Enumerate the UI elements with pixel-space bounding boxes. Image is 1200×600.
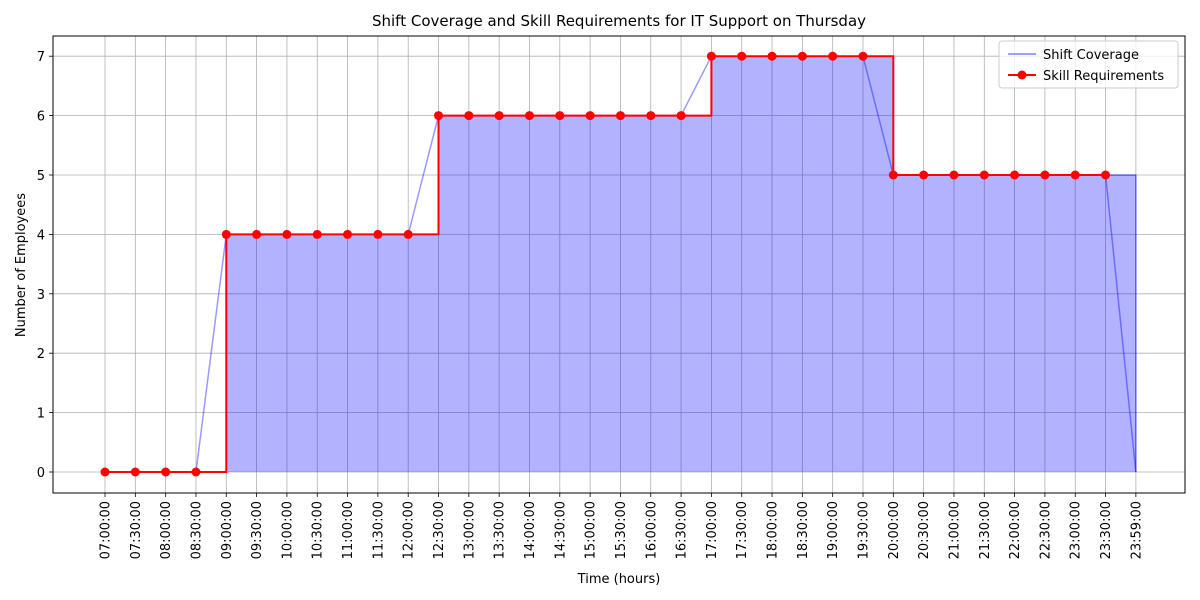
- skill-requirements-point: [161, 467, 171, 477]
- axes: [49, 35, 1186, 497]
- x-tick-label: 20:30:00: [917, 501, 932, 559]
- skill-requirements-point: [585, 111, 595, 121]
- skill-requirements-point: [858, 51, 868, 61]
- x-tick-label: 08:30:00: [189, 501, 204, 559]
- x-tick-labels: 07:00:00 07:30:00 08:00:00 08:30:00 09:00:00…: [99, 501, 1145, 559]
- skill-requirements-point: [979, 170, 989, 180]
- skill-requirements-point: [555, 111, 565, 121]
- x-tick-label: 22:30:00: [1038, 501, 1053, 559]
- x-tick-label: 10:30:00: [311, 501, 326, 559]
- skill-requirements-point: [1040, 170, 1050, 180]
- skill-requirements-point: [494, 111, 504, 121]
- x-tick-label: 17:00:00: [705, 501, 720, 559]
- skill-requirements-point: [1010, 170, 1020, 180]
- skill-requirements-point: [252, 229, 262, 239]
- skill-requirements-point: [919, 170, 929, 180]
- skill-requirements-line: [105, 55, 1106, 473]
- x-tick-label: 18:00:00: [766, 501, 781, 559]
- skill-requirements-point: [524, 111, 534, 121]
- x-tick-label: 14:30:00: [553, 501, 568, 559]
- y-tick-label: 2: [37, 347, 45, 362]
- x-tick-label: 19:00:00: [826, 501, 841, 559]
- skill-requirements-point: [464, 111, 474, 121]
- chart-title: Shift Coverage and Skill Requirements fo…: [372, 12, 866, 30]
- skill-requirements-point: [676, 111, 686, 121]
- skill-requirements-point: [221, 229, 231, 239]
- skill-requirements-point: [949, 170, 959, 180]
- x-tick-label: 21:00:00: [947, 501, 962, 559]
- x-tick-label: 16:00:00: [644, 501, 659, 559]
- y-tick-label: 7: [37, 50, 45, 65]
- y-tick-label: 0: [37, 466, 45, 481]
- x-tick-label: 10:00:00: [280, 501, 295, 559]
- y-tick-label: 1: [37, 407, 45, 422]
- x-tick-label: 16:30:00: [675, 501, 690, 559]
- skill-requirements-point: [434, 111, 444, 121]
- skill-requirements-point: [1070, 170, 1080, 180]
- x-tick-label: 15:00:00: [584, 501, 599, 559]
- x-tick-label: 13:00:00: [462, 501, 477, 559]
- x-tick-label: 18:30:00: [796, 501, 811, 559]
- skill-requirements-point: [191, 467, 201, 477]
- x-tick-label: 23:59:00: [1129, 501, 1144, 559]
- x-tick-label: 21:30:00: [978, 501, 993, 559]
- x-tick-label: 09:00:00: [220, 501, 235, 559]
- x-tick-label: 20:00:00: [887, 501, 902, 559]
- skill-requirements-point: [403, 229, 413, 239]
- legend-marker-skill-requirements: [1017, 70, 1027, 80]
- x-tick-label: 09:30:00: [250, 501, 265, 559]
- legend-label-shift-coverage: Shift Coverage: [1043, 48, 1139, 63]
- x-tick-label: 23:30:00: [1099, 501, 1114, 559]
- skill-requirements-point: [797, 51, 807, 61]
- skill-requirements-point: [282, 229, 292, 239]
- x-tick-label: 07:00:00: [99, 501, 114, 559]
- skill-requirements-point: [646, 111, 656, 121]
- plot-frame: [52, 35, 1186, 494]
- skill-requirements-point: [706, 51, 716, 61]
- skill-requirements-point: [100, 467, 110, 477]
- y-tick-label: 4: [37, 228, 45, 243]
- x-tick-label: 19:30:00: [857, 501, 872, 559]
- x-tick-label: 14:00:00: [523, 501, 538, 559]
- skill-requirements-point: [130, 467, 140, 477]
- x-tick-label: 17:30:00: [735, 501, 750, 559]
- skill-requirements-point: [343, 229, 353, 239]
- x-tick-label: 13:30:00: [493, 501, 508, 559]
- x-tick-label: 12:00:00: [402, 501, 417, 559]
- x-tick-label: 12:30:00: [432, 501, 447, 559]
- legend-label-skill-requirements: Skill Requirements: [1043, 69, 1164, 84]
- y-tick-label: 3: [37, 288, 45, 303]
- y-tick-label: 5: [37, 169, 45, 184]
- skill-requirements-point: [888, 170, 898, 180]
- skill-requirements-point: [1101, 170, 1111, 180]
- legend: Shift Coverage Skill Requirements: [998, 40, 1179, 89]
- legend-box: [998, 40, 1179, 89]
- x-tick-label: 08:00:00: [159, 501, 174, 559]
- skill-requirements-point: [828, 51, 838, 61]
- x-tick-label: 22:00:00: [1008, 501, 1023, 559]
- requirement-line-layer: [100, 51, 1111, 477]
- y-tick-label: 6: [37, 110, 45, 125]
- skill-requirements-point: [737, 51, 747, 61]
- skill-requirements-point: [767, 51, 777, 61]
- skill-requirements-point: [373, 229, 383, 239]
- x-tick-label: 07:30:00: [129, 501, 144, 559]
- x-tick-label: 23:00:00: [1069, 501, 1084, 559]
- y-axis-title: Number of Employees: [14, 193, 29, 337]
- x-tick-label: 11:30:00: [371, 501, 386, 559]
- skill-requirements-point: [615, 111, 625, 121]
- x-tick-label: 15:30:00: [614, 501, 629, 559]
- shift-coverage-area: [105, 56, 1136, 472]
- y-tick-labels: 0 1 2 3 4 5 6 7: [37, 50, 45, 481]
- skill-requirements-point: [312, 229, 322, 239]
- x-tick-label: 11:00:00: [341, 501, 356, 559]
- x-axis-title: Time (hours): [577, 572, 661, 587]
